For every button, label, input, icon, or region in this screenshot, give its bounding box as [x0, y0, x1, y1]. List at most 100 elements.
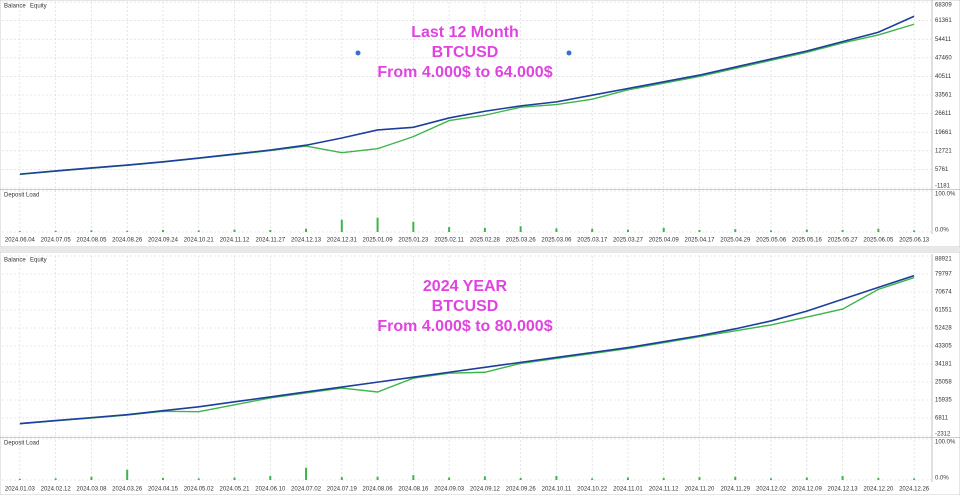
- y-tick-label: 34181: [935, 362, 952, 368]
- load-bar: [161, 229, 164, 232]
- load-bar: [734, 476, 737, 480]
- y-tick-label: 26611: [935, 111, 952, 117]
- legend-label: Equity: [30, 258, 47, 264]
- y-tick-label: -2312: [935, 432, 951, 438]
- separator: [0, 247, 960, 252]
- load-bar: [233, 477, 236, 480]
- load-bar: [412, 475, 415, 480]
- annotation: Last 12 Month: [411, 24, 519, 41]
- x-tick-label: 2024.12.26: [899, 487, 930, 493]
- x-tick-label: 2024.03.26: [112, 487, 143, 493]
- y-tick-label: 100.0%: [935, 440, 956, 446]
- load-bar: [841, 229, 844, 232]
- x-tick-label: 2025.01.23: [398, 238, 429, 244]
- load-bar: [805, 477, 808, 480]
- x-tick-label: 2024.05.21: [219, 487, 250, 493]
- x-tick-label: 2025.03.17: [577, 238, 608, 244]
- x-tick-label: 2025.05.27: [828, 238, 859, 244]
- x-tick-label: 2024.12.13: [828, 487, 859, 493]
- x-tick-label: 2024.12.31: [327, 238, 358, 244]
- series-line: [19, 15, 915, 175]
- y-tick-label: 61551: [935, 308, 952, 314]
- x-tick-label: 2024.12.20: [863, 487, 894, 493]
- load-bar: [90, 230, 93, 232]
- load-bar: [698, 229, 701, 232]
- x-tick-label: 2025.03.06: [541, 238, 572, 244]
- y-tick-label: 100.0%: [935, 192, 956, 198]
- x-tick-label: 2024.04.15: [148, 487, 179, 493]
- x-tick-label: 2025.04.09: [649, 238, 680, 244]
- load-bar: [698, 477, 701, 480]
- x-tick-label: 2024.12.13: [291, 238, 322, 244]
- load-bar: [626, 477, 629, 480]
- y-tick-label: 0.0%: [935, 228, 949, 234]
- load-bar: [90, 476, 93, 480]
- x-tick-label: 2024.07.19: [327, 487, 358, 493]
- x-tick-label: 2024.07.05: [41, 238, 72, 244]
- x-tick-label: 2025.01.09: [363, 238, 394, 244]
- annotation: BTCUSD: [432, 298, 499, 315]
- y-tick-label: 12721: [935, 148, 952, 154]
- x-tick-label: 2024.11.27: [255, 238, 285, 244]
- load-bar: [662, 227, 665, 232]
- load-bar: [805, 229, 808, 232]
- x-tick-label: 2024.06.10: [255, 487, 286, 493]
- x-tick-label: 2025.04.17: [684, 238, 715, 244]
- load-bar: [591, 478, 594, 480]
- load-bar: [305, 228, 308, 232]
- panel-frame: [0, 0, 960, 248]
- load-bar: [376, 476, 379, 480]
- load-bar: [448, 227, 451, 232]
- y-tick-label: 0.0%: [935, 476, 949, 482]
- load-bar: [913, 230, 916, 232]
- load-bar: [269, 475, 272, 480]
- load-bar: [770, 230, 773, 232]
- load-bar: [877, 477, 880, 480]
- x-tick-label: 2025.02.11: [434, 238, 464, 244]
- x-tick-label: 2024.08.05: [76, 238, 107, 244]
- y-tick-label: 25058: [935, 380, 952, 386]
- x-tick-label: 2024.10.11: [542, 487, 572, 493]
- load-bar: [18, 478, 21, 480]
- x-tick-label: 2024.09.24: [148, 238, 179, 244]
- load-bar: [483, 227, 486, 232]
- load-bar: [54, 478, 57, 480]
- x-tick-label: 2024.09.12: [470, 487, 501, 493]
- load-bar: [519, 477, 522, 480]
- load-bar: [877, 228, 880, 232]
- y-tick-label: 61361: [935, 18, 952, 24]
- x-tick-label: 2024.10.22: [577, 487, 608, 493]
- y-tick-label: 79797: [935, 272, 952, 278]
- load-bar: [340, 219, 343, 232]
- panel-frame: [0, 251, 960, 495]
- series-line: [19, 276, 915, 425]
- x-tick-label: 2024.09.26: [506, 487, 537, 493]
- load-bar: [591, 228, 594, 232]
- load-bar: [519, 226, 522, 232]
- y-tick-label: 6811: [935, 416, 949, 422]
- y-tick-label: 70674: [935, 290, 952, 296]
- load-bar: [126, 230, 129, 232]
- x-tick-label: 2024.05.02: [184, 487, 215, 493]
- y-tick-label: 54411: [935, 37, 952, 43]
- y-tick-label: 52428: [935, 326, 952, 332]
- annotation: From 4.000$ to 64.000$: [377, 64, 552, 81]
- x-tick-label: 2024.12.02: [756, 487, 787, 493]
- y-tick-label: 33561: [935, 93, 952, 99]
- y-tick-label: 43305: [935, 344, 952, 350]
- x-tick-label: 2024.02.12: [41, 487, 72, 493]
- legend-label: Equity: [30, 4, 47, 10]
- x-tick-label: 2024.11.29: [720, 487, 750, 493]
- y-tick-label: -1181: [935, 184, 951, 190]
- load-bar: [305, 467, 308, 480]
- subpanel-label: Deposit Load: [4, 441, 39, 447]
- load-bar: [412, 221, 415, 232]
- load-bar: [448, 477, 451, 480]
- load-bar: [197, 478, 200, 480]
- y-tick-label: 5761: [935, 167, 949, 173]
- load-bar: [269, 229, 272, 232]
- x-tick-label: 2024.08.16: [398, 487, 429, 493]
- load-bar: [913, 478, 916, 480]
- x-tick-label: 2024.06.04: [5, 238, 36, 244]
